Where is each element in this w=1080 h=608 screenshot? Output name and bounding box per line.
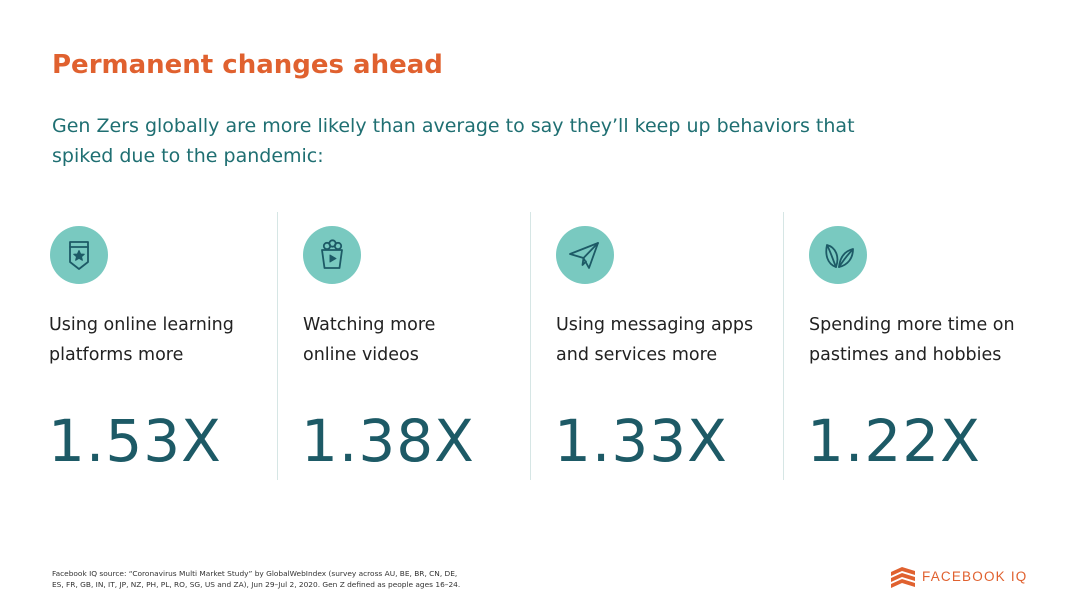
stat-value: 1.53X [48, 407, 222, 475]
stat-value: 1.38X [301, 407, 475, 475]
stat-online-videos: Watching more online videos 1.38X [277, 212, 530, 480]
stat-label: Using online learning platforms more [49, 315, 234, 365]
badge-star-icon [50, 226, 108, 284]
stat-value: 1.22X [807, 407, 981, 475]
source-footnote: Facebook IQ source: “Coronavirus Multi M… [52, 569, 461, 589]
page-subtitle: Gen Zers globally are more likely than a… [52, 115, 855, 167]
stat-label: Using messaging apps and services more [556, 315, 754, 365]
stat-value: 1.33X [554, 407, 728, 475]
facebook-iq-logo-icon [891, 567, 915, 588]
page-title: Permanent changes ahead [52, 50, 443, 80]
stat-label: Spending more time on pastimes and hobbie… [809, 315, 1015, 365]
stat-label: Watching more online videos [303, 315, 436, 365]
popcorn-play-icon [303, 226, 361, 284]
stat-pastimes-hobbies: Spending more time on pastimes and hobbie… [783, 212, 1036, 480]
brand-name: FACEBOOK IQ [922, 569, 1028, 584]
leaves-icon [809, 226, 867, 284]
paper-plane-icon [556, 226, 614, 284]
stat-messaging-apps: Using messaging apps and services more 1.… [530, 212, 783, 480]
stat-online-learning: Using online learning platforms more 1.53… [24, 212, 277, 480]
